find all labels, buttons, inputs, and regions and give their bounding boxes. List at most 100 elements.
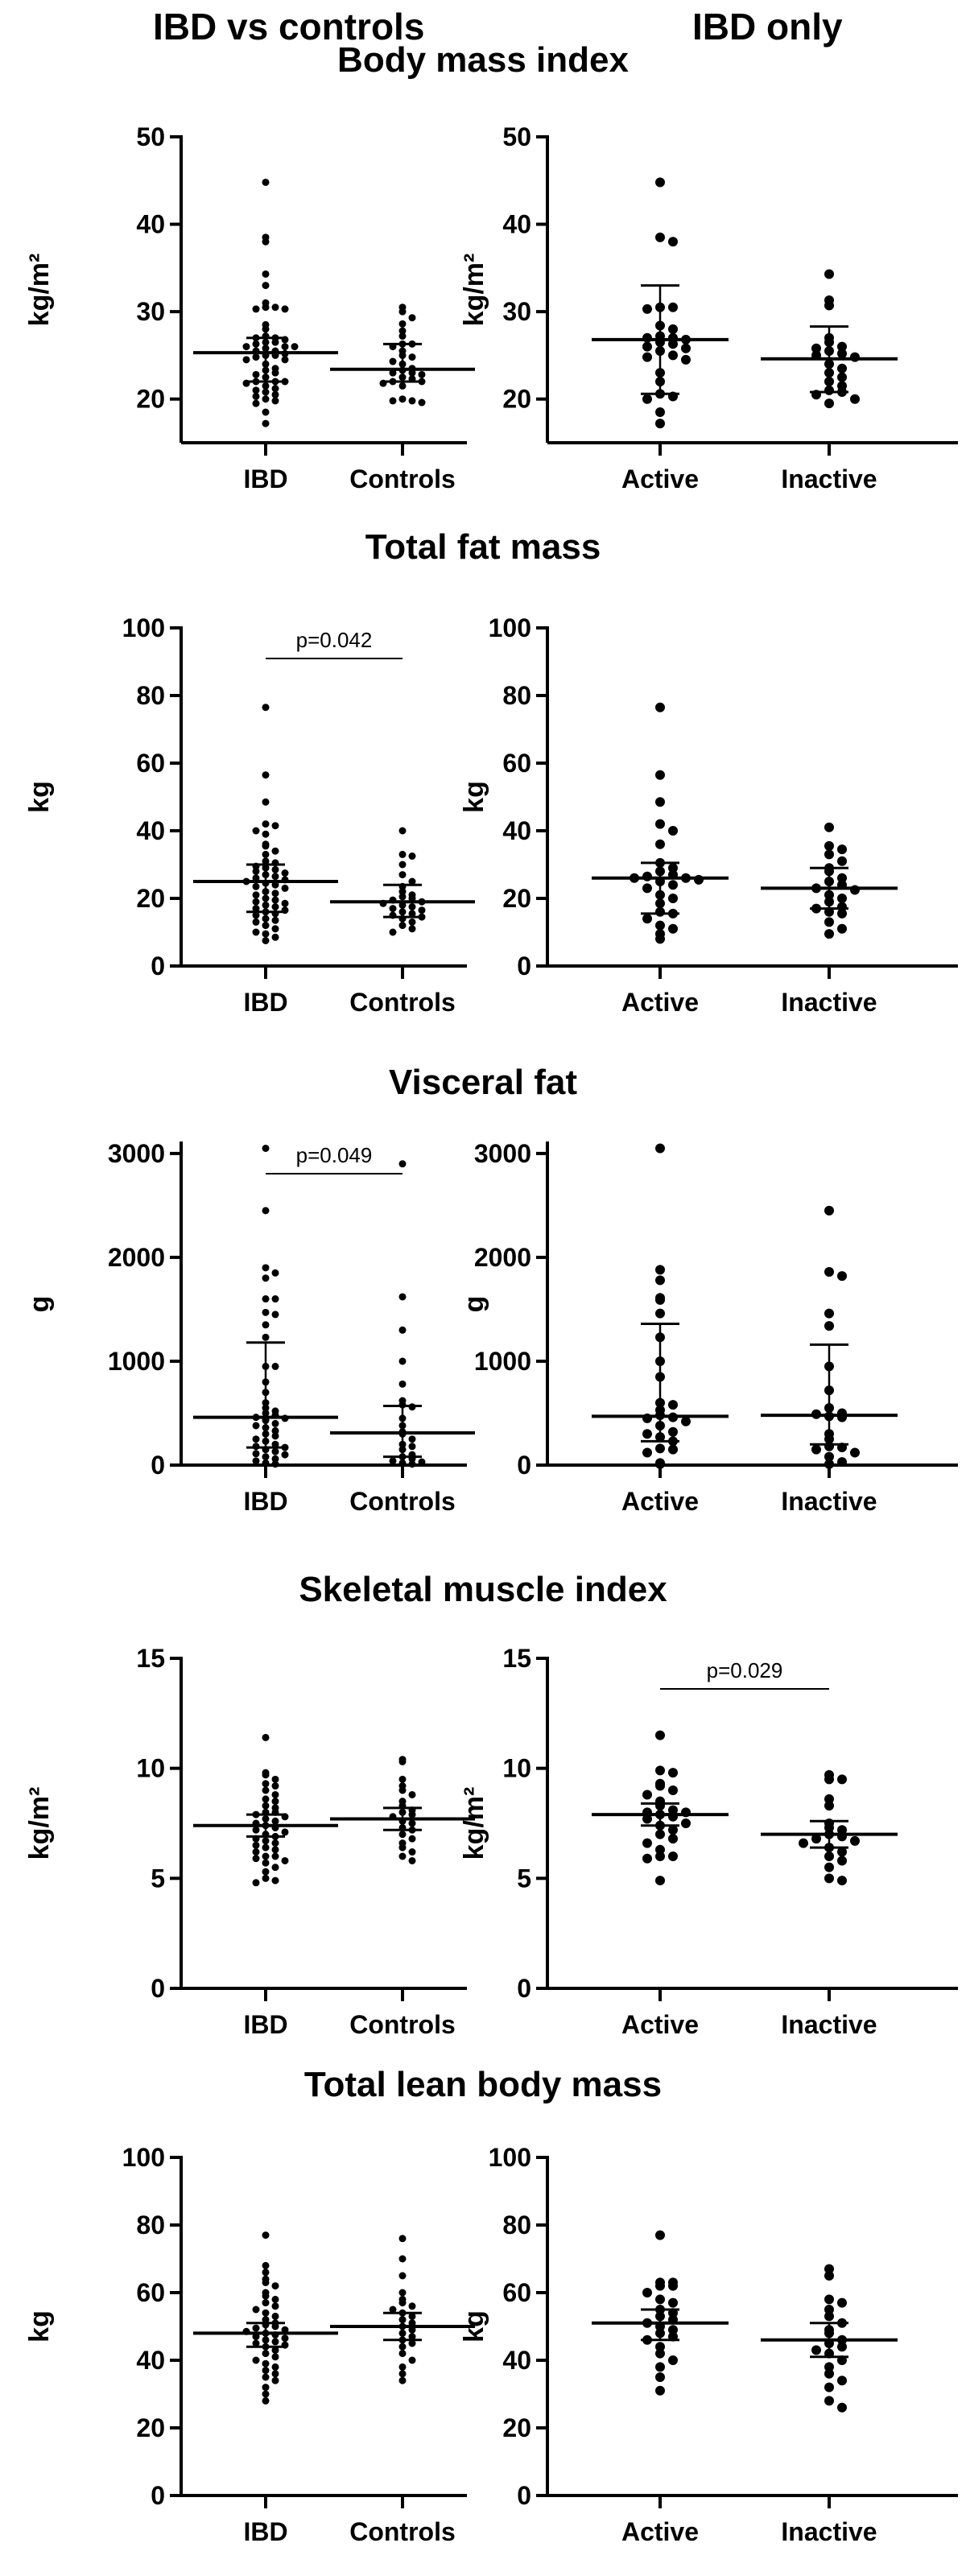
data-point — [837, 341, 847, 352]
column-header-right: IBD only — [692, 6, 843, 47]
data-point — [262, 2373, 270, 2381]
data-point — [271, 903, 279, 910]
y-tick-label: 20 — [502, 385, 531, 414]
data-point — [837, 1774, 847, 1785]
data-point — [655, 702, 665, 712]
data-point — [262, 2384, 270, 2392]
data-point — [642, 341, 652, 352]
column-header-left: IBD vs controls — [153, 6, 425, 47]
data-point — [655, 1730, 665, 1740]
data-point — [824, 1308, 834, 1319]
data-point — [824, 2362, 834, 2372]
data-point — [398, 308, 407, 316]
data-point — [262, 2316, 270, 2324]
data-point — [668, 923, 678, 934]
data-point — [811, 343, 821, 353]
data-point — [837, 2402, 847, 2413]
data-point — [252, 1848, 260, 1856]
data-point — [262, 842, 270, 850]
data-point — [668, 1852, 678, 1861]
chart-lean-ibd-vs-controls: 0 20 40 60 80 100 kg IBD Controls — [24, 2143, 475, 2546]
data-point — [398, 1831, 407, 1839]
data-point — [408, 877, 416, 886]
data-point — [398, 1852, 407, 1860]
data-point — [655, 1765, 665, 1776]
y-tick-label: 0 — [151, 2481, 165, 2510]
data-point — [850, 885, 860, 895]
data-point — [799, 1838, 808, 1848]
data-point — [694, 874, 704, 885]
data-point — [837, 2297, 847, 2308]
data-point — [824, 1459, 834, 1469]
data-point — [271, 1426, 279, 1435]
data-point — [811, 1444, 821, 1455]
chart-smi-active-vs-inactive: 0 5 10 15 kg/m² Active Inactive p=0.029 — [459, 1644, 958, 2039]
data-point — [271, 303, 279, 312]
data-point — [418, 398, 426, 407]
data-point — [281, 1828, 289, 1836]
data-point — [262, 382, 270, 390]
data-point — [408, 1435, 416, 1443]
chart-fat-mass-active-vs-inactive: 0 20 40 60 80 100 kg Active Inactive — [459, 613, 958, 1017]
y-tick-label: 100 — [489, 613, 531, 642]
data-point — [271, 397, 279, 405]
data-point — [668, 1400, 678, 1410]
data-point — [281, 343, 289, 351]
data-point — [642, 394, 652, 404]
data-point — [837, 2342, 847, 2352]
row-title-visceral-fat: Visceral fat — [388, 1063, 577, 1102]
y-tick-label: 40 — [502, 2346, 531, 2375]
data-point — [408, 1819, 416, 1827]
data-point — [681, 343, 691, 353]
data-point — [271, 916, 279, 924]
data-point — [824, 1267, 834, 1277]
data-point — [398, 2350, 407, 2358]
data-point — [824, 929, 834, 939]
data-point — [655, 1844, 665, 1855]
x-tick-label: IBD — [243, 464, 287, 493]
data-point — [262, 2278, 270, 2286]
data-point — [408, 1856, 416, 1864]
data-point — [262, 1459, 270, 1467]
data-point — [837, 856, 847, 866]
data-point — [252, 1841, 260, 1849]
data-point — [271, 865, 279, 873]
y-tick-label: 60 — [502, 2278, 531, 2307]
y-tick-label: 30 — [136, 297, 165, 326]
data-point — [271, 1419, 279, 1427]
x-tick-label: IBD — [243, 2010, 287, 2039]
data-point — [398, 2235, 407, 2243]
data-point — [408, 314, 416, 322]
data-point — [262, 704, 270, 712]
data-point — [668, 237, 678, 247]
p-value-label: p=0.029 — [707, 1658, 783, 1682]
data-point — [408, 918, 416, 926]
data-point — [398, 1380, 407, 1388]
data-point — [262, 270, 270, 278]
data-point — [271, 2282, 279, 2290]
data-point — [271, 890, 279, 898]
data-point — [408, 1835, 416, 1843]
data-point — [262, 1295, 270, 1303]
data-point — [850, 1835, 860, 1846]
data-point — [642, 1853, 652, 1864]
data-point — [398, 1757, 407, 1765]
data-point — [642, 914, 652, 924]
data-point — [408, 910, 416, 918]
data-point — [271, 1447, 279, 1455]
data-point — [824, 2311, 834, 2322]
data-point — [271, 2312, 279, 2320]
data-point — [668, 2325, 678, 2335]
data-point — [398, 1843, 407, 1852]
data-point — [252, 867, 260, 875]
data-point — [262, 2261, 270, 2269]
data-point — [655, 2281, 665, 2291]
data-point — [668, 1805, 678, 1815]
data-point — [398, 1326, 407, 1334]
data-point — [271, 1440, 279, 1448]
data-point — [389, 357, 397, 365]
data-point — [642, 332, 652, 343]
data-point — [824, 2294, 834, 2305]
data-point — [408, 2339, 416, 2347]
data-point — [252, 1450, 260, 1458]
